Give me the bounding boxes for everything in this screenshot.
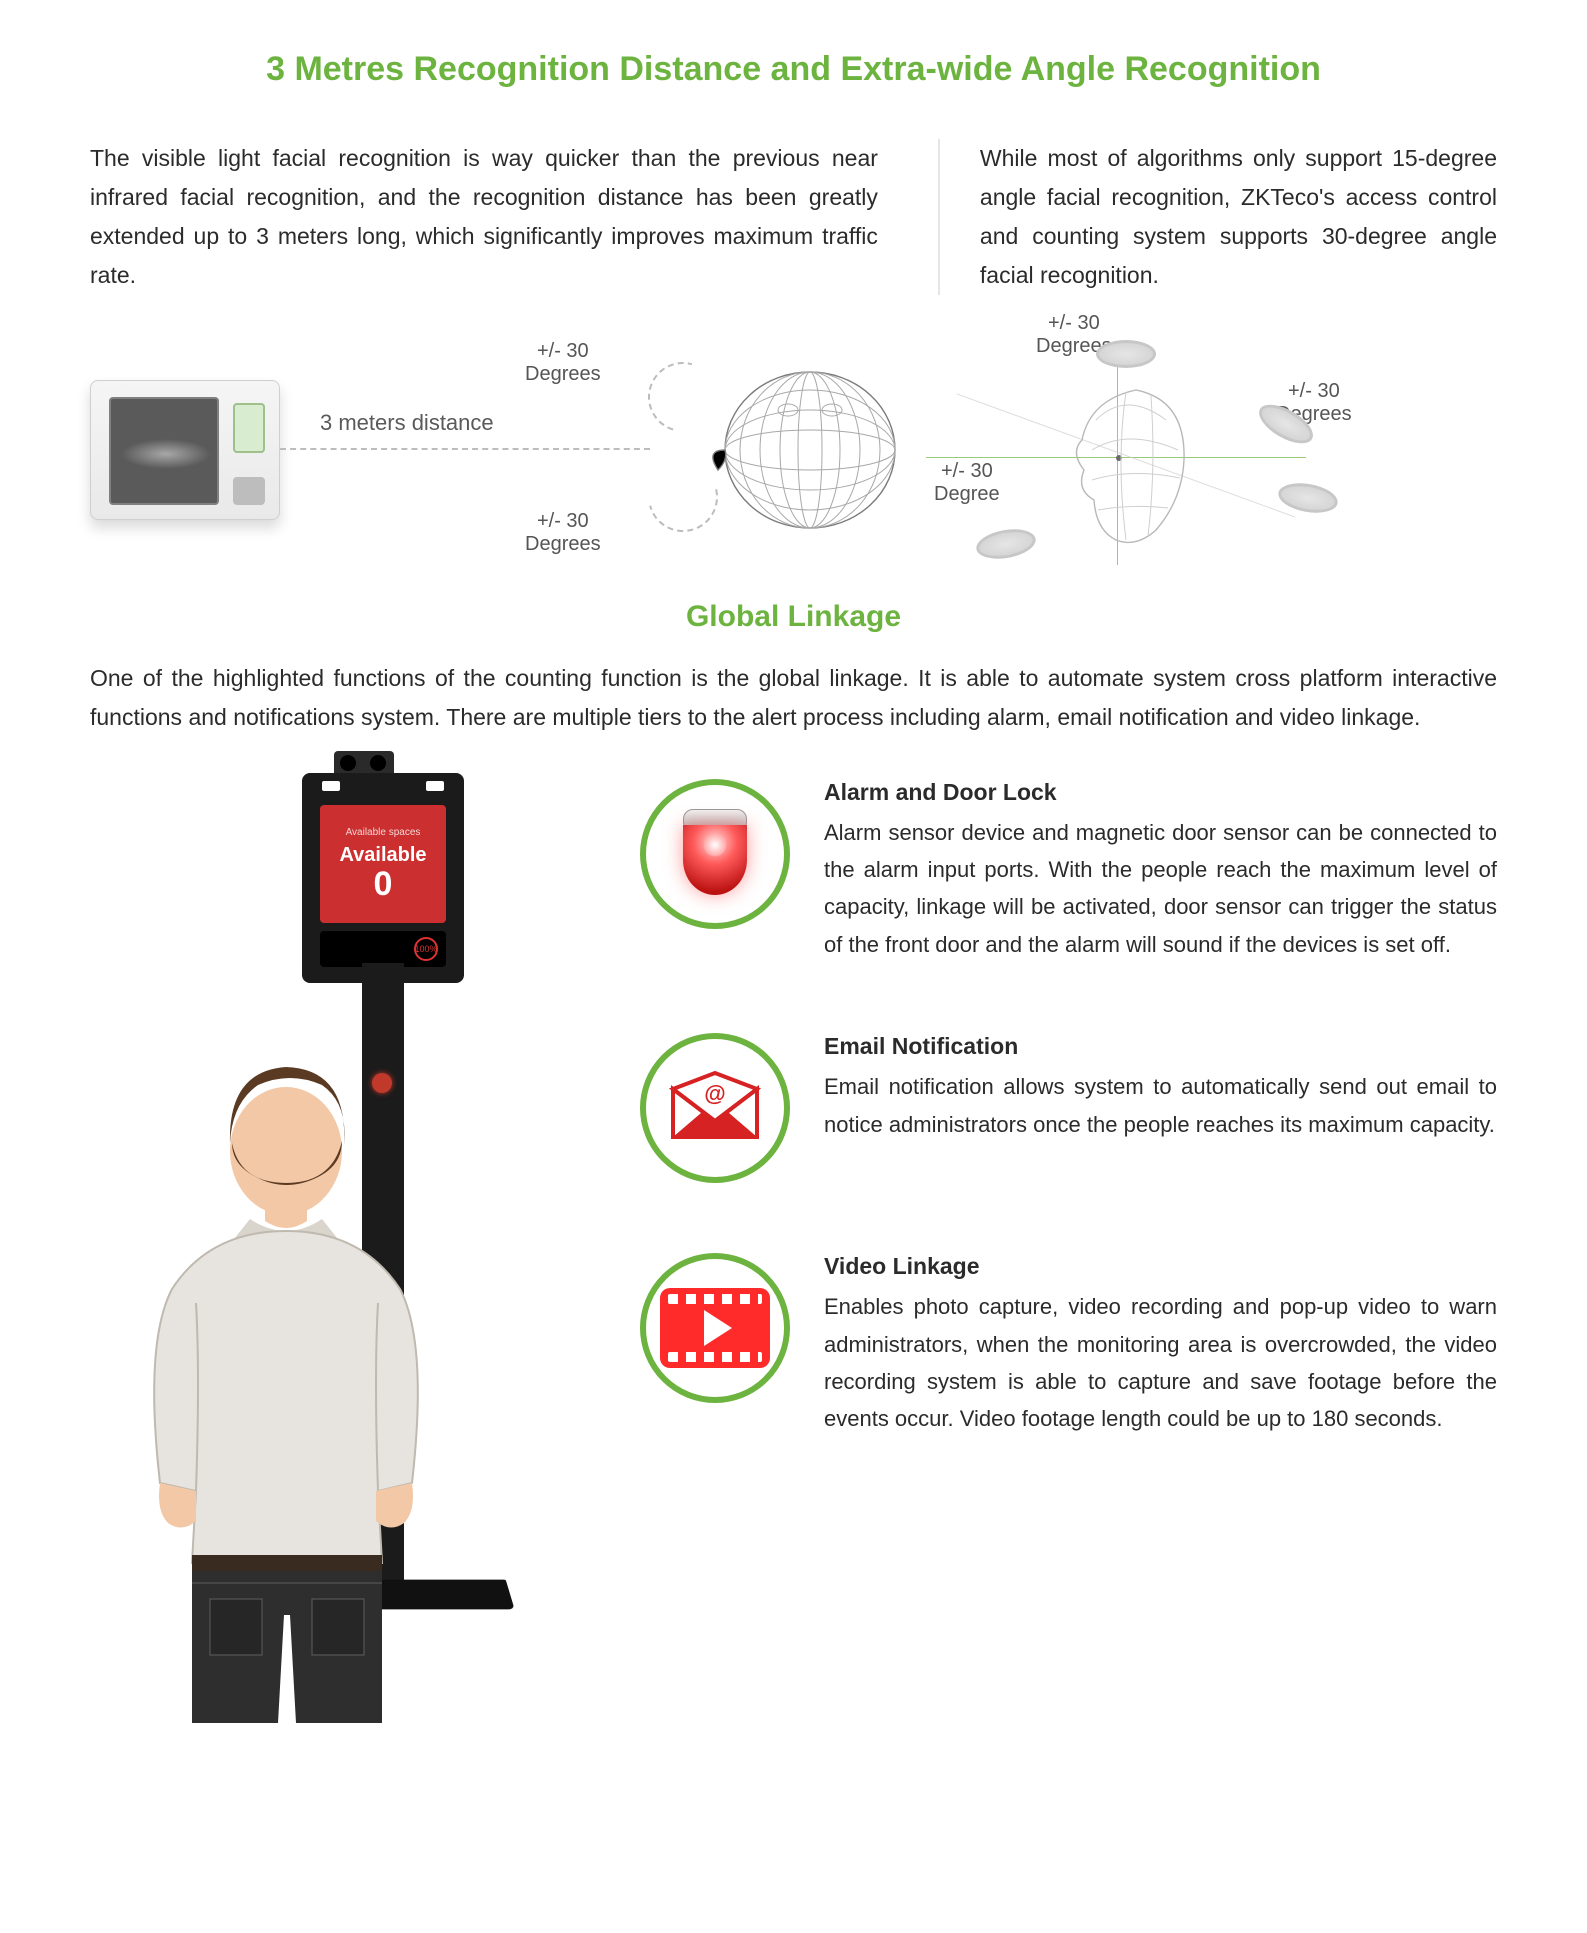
distance-diagram: 3 meters distance +/- 30 Degrees +/- 30 … (90, 350, 906, 560)
feature-item: @ Email Notification Email notification al… (640, 1033, 1497, 1183)
section1-title: 3 Metres Recognition Distance and Extra-… (90, 50, 1497, 89)
section1-right-paragraph: While most of algorithms only support 15… (980, 139, 1497, 295)
recognition-diagram-row: 3 meters distance +/- 30 Degrees +/- 30 … (90, 350, 1497, 560)
feature-text: Enables photo capture, video recording a… (824, 1288, 1497, 1438)
angle-diagram: +/- 30 Degrees +/- 30 Degrees +/- 30 Deg… (906, 350, 1497, 560)
kiosk-screen-line1: Available (339, 844, 426, 867)
feature-title: Video Linkage (824, 1253, 1497, 1280)
features-list: Alarm and Door Lock Alarm sensor device a… (640, 773, 1497, 1438)
alarm-icon (675, 809, 755, 899)
wireframe-head-top-icon (710, 350, 900, 550)
feature-item: Alarm and Door Lock Alarm sensor device a… (640, 779, 1497, 964)
feature-title: Email Notification (824, 1033, 1497, 1060)
feature-icon-ring: @ (640, 1033, 790, 1183)
device-icon (90, 380, 280, 520)
camera-marker-icon (974, 525, 1038, 563)
feature-title: Alarm and Door Lock (824, 779, 1497, 806)
feature-icon-ring (640, 779, 790, 929)
person-back-icon (60, 1043, 500, 1723)
feature-icon-ring (640, 1253, 790, 1403)
svg-text:@: @ (704, 1081, 725, 1106)
kiosk-badge: 100% (414, 937, 438, 961)
feature-text: Email notification allows system to auto… (824, 1068, 1497, 1143)
camera-marker-icon (1276, 479, 1340, 517)
kiosk-illustration: Available spaces Available 0 100% (90, 773, 610, 1733)
kiosk-screen-small: Available spaces (346, 827, 421, 838)
section1-left-paragraph: The visible light facial recognition is … (90, 139, 878, 295)
feature-text: Alarm sensor device and magnetic door se… (824, 814, 1497, 964)
video-icon (660, 1288, 770, 1368)
angle-label-left: +/- 30 Degree (934, 460, 1000, 506)
mail-icon: @ (669, 1071, 761, 1146)
angle-bottom-label: +/- 30 Degrees (525, 510, 601, 556)
wireframe-head-side-icon (1056, 380, 1196, 550)
angle-top-label: +/- 30 Degrees (525, 340, 601, 386)
section2-intro: One of the highlighted functions of the … (90, 659, 1497, 737)
camera-marker-icon (1096, 340, 1156, 368)
distance-label: 3 meters distance (320, 410, 494, 436)
section1-columns: The visible light facial recognition is … (90, 139, 1497, 295)
kiosk-screen-line2: 0 (374, 867, 393, 901)
feature-item: Video Linkage Enables photo capture, vide… (640, 1253, 1497, 1438)
kiosk-screen: Available spaces Available 0 (320, 805, 446, 923)
distance-line (280, 448, 650, 450)
section2-title: Global Linkage (90, 600, 1497, 634)
global-linkage-row: Available spaces Available 0 100% (90, 773, 1497, 1733)
